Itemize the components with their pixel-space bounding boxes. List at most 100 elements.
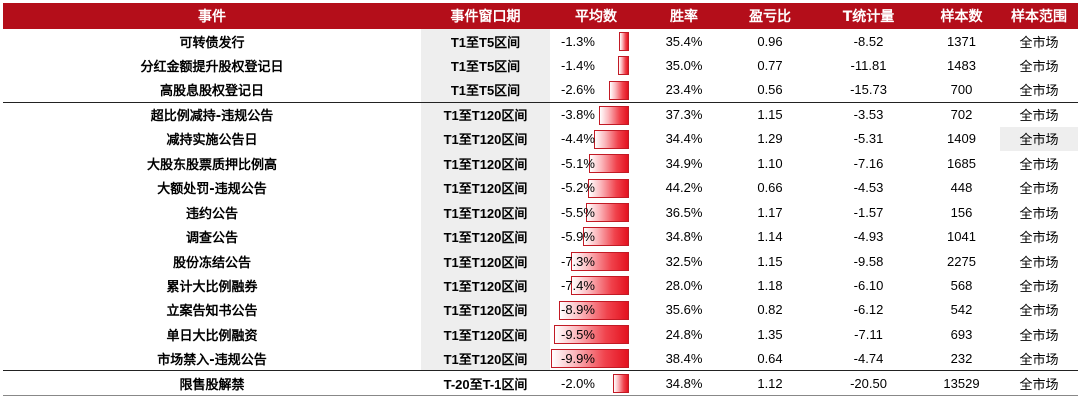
tstat-cell: -7.11 (854, 326, 883, 342)
scope-cell: 全市场 (1000, 126, 1078, 152)
event-cell: 可转债发行 (179, 35, 245, 51)
event-cell: 累计大比例融券 (166, 279, 258, 295)
table-row: 市场禁入-违规公告 T1至T120区间 -9.9% 38.4% 0.64 -4.74 232… (3, 346, 1078, 371)
winrate-cell: 24.8% (665, 326, 703, 342)
winrate-cell: 35.6% (665, 302, 703, 318)
header-samples: 样本数 (923, 3, 1000, 29)
ratio-cell: 1.15 (726, 101, 814, 127)
event-cell: 高股息股权登记日 (159, 84, 264, 100)
samples-cell: 2275 (947, 253, 976, 269)
samples-cell: 693 (950, 326, 973, 342)
scope-cell: 全市场 (1019, 351, 1059, 367)
window-cell: T1至T120区间 (421, 322, 550, 347)
avg-cell: -3.8% (550, 101, 642, 127)
avg-cell: -2.6% (550, 78, 642, 102)
ratio-cell: 1.35 (757, 326, 783, 342)
avg-bar (609, 80, 629, 100)
avg-bar (571, 251, 629, 271)
scope-cell: 全市场 (1019, 230, 1059, 246)
avg-bar (599, 105, 629, 125)
ratio-cell: 1.14 (757, 229, 783, 245)
avg-value: -2.0% (561, 375, 595, 391)
winrate-cell: 36.5% (665, 204, 703, 220)
samples-cell: 13529 (923, 370, 1000, 396)
ratio-cell: 1.10 (757, 155, 783, 171)
ratio-cell: 0.56 (757, 82, 783, 98)
avg-value: -3.8% (561, 107, 595, 123)
samples-cell: 232 (950, 350, 973, 366)
samples-cell: 1409 (947, 131, 976, 147)
avg-value: -4.4% (561, 131, 595, 147)
table-row: 限售股解禁 T-20至T-1区间 -2.0% 34.8% 1.12 -20.50 13529… (3, 370, 1078, 396)
avg-cell: -7.3% (550, 249, 642, 273)
samples-cell: 448 (950, 180, 973, 196)
ratio-cell: 1.15 (757, 253, 783, 269)
avg-cell: -7.4% (550, 273, 642, 297)
avg-bar (583, 227, 629, 247)
winrate-cell: 23.4% (665, 82, 703, 98)
header-scope: 样本范围 (1000, 3, 1078, 29)
avg-cell: -1.4% (550, 53, 642, 77)
scope-cell: 全市场 (1019, 254, 1059, 270)
avg-cell: -5.2% (550, 176, 642, 200)
avg-cell: -9.9% (550, 346, 642, 370)
avg-value: -1.3% (561, 33, 595, 49)
tstat-cell: -3.53 (814, 101, 923, 127)
header-event: 事件 (3, 3, 421, 29)
tstat-cell: -20.50 (814, 370, 923, 396)
avg-cell: -4.4% (550, 127, 642, 151)
table-row: 可转债发行 T1至T5区间 -1.3% 35.4% 0.96 -8.52 1371 全市场 (3, 29, 1078, 54)
avg-value: -8.9% (561, 302, 595, 318)
winrate-cell: 28.0% (665, 277, 703, 293)
avg-cell: -5.5% (550, 200, 642, 224)
tstat-cell: -1.57 (853, 204, 884, 220)
event-cell: 限售股解禁 (3, 370, 421, 396)
event-cell: 调查公告 (185, 231, 238, 247)
table-row: 超比例减持-违规公告 T1至T120区间 -3.8% 37.3% 1.15 -3.53 70… (3, 101, 1078, 127)
avg-bar (613, 374, 629, 394)
ratio-cell: 0.77 (757, 58, 783, 74)
tstat-cell: -5.31 (853, 131, 884, 147)
samples-cell: 1483 (947, 58, 976, 74)
header-tstat: T统计量 (814, 3, 923, 29)
scope-cell: 全市场 (1019, 83, 1059, 99)
samples-cell: 542 (950, 302, 973, 318)
table-row: 违约公告 T1至T120区间 -5.5% 36.5% 1.17 -1.57 156 全市场 (3, 199, 1078, 225)
event-stats-table: 事件 事件窗口期 平均数 胜率 盈亏比 T统计量 样本数 样本范围 可转债发行 T… (3, 3, 1078, 396)
samples-cell: 700 (950, 82, 973, 98)
scope-cell: 全市场 (1000, 101, 1078, 127)
event-cell: 分红金额提升股权登记日 (140, 60, 284, 76)
ratio-cell: 0.96 (757, 33, 783, 49)
winrate-cell: 38.4% (665, 350, 703, 366)
table-row: 高股息股权登记日 T1至T5区间 -2.6% 23.4% 0.56 -15.73 700 全市… (3, 77, 1078, 103)
scope-cell: 全市场 (1019, 34, 1059, 50)
event-cell: 超比例减持-违规公告 (3, 101, 421, 127)
scope-cell: 全市场 (1019, 327, 1059, 343)
table-row: 分红金额提升股权登记日 T1至T5区间 -1.4% 35.0% 0.77 -11.81 14… (3, 53, 1078, 78)
window-cell: T1至T5区间 (421, 29, 550, 54)
avg-value: -5.5% (561, 204, 595, 220)
tstat-cell: -9.58 (853, 253, 884, 269)
samples-cell: 702 (923, 101, 1000, 127)
window-cell: T1至T5区间 (421, 53, 550, 78)
header-row: 事件 事件窗口期 平均数 胜率 盈亏比 T统计量 样本数 样本范围 (3, 3, 1078, 29)
scope-cell: 全市场 (1019, 156, 1059, 172)
avg-cell: -9.5% (550, 322, 642, 346)
ratio-cell: 0.64 (757, 350, 783, 366)
avg-bar (571, 276, 629, 296)
avg-bar (559, 300, 629, 320)
avg-value: -9.9% (561, 350, 595, 366)
ratio-cell: 0.82 (757, 302, 783, 318)
winrate-cell: 32.5% (665, 253, 703, 269)
avg-cell: -1.3% (550, 29, 642, 53)
table-row: 股份冻结公告 T1至T120区间 -7.3% 32.5% 1.15 -9.58 2275 全市… (3, 248, 1078, 274)
avg-value: -5.1% (561, 155, 595, 171)
table-body: 可转债发行 T1至T5区间 -1.3% 35.4% 0.96 -8.52 1371 全市场 分红… (3, 29, 1078, 396)
tstat-cell: -4.74 (853, 350, 884, 366)
ratio-cell: 1.17 (757, 204, 783, 220)
scope-cell: 全市场 (1019, 303, 1059, 319)
window-cell: T1至T120区间 (421, 248, 550, 274)
event-cell: 市场禁入-违规公告 (157, 352, 267, 368)
window-cell: T1至T120区间 (421, 101, 550, 127)
